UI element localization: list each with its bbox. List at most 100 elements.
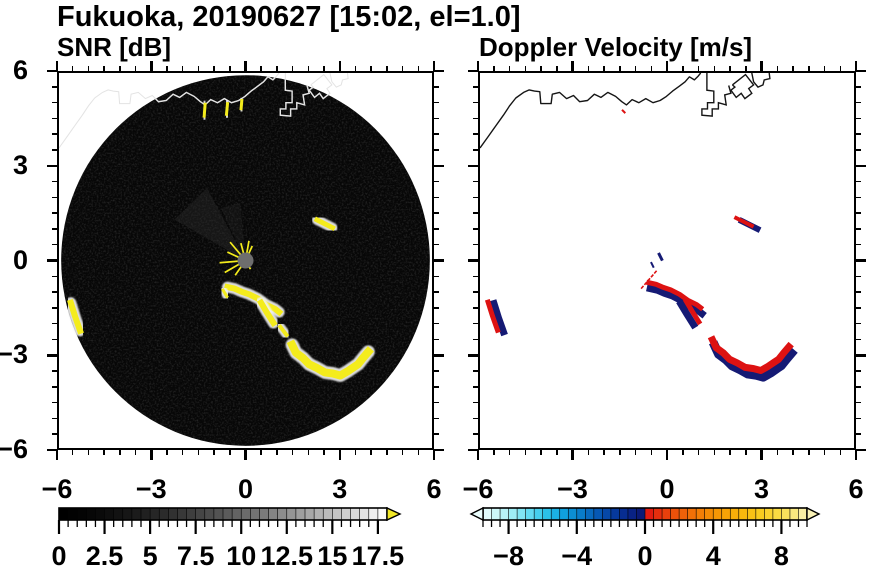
x-axis-tick-minor [181,450,184,455]
x-axis-tick-minor [166,450,168,455]
x-axis-tick-minor [197,450,200,455]
snr-colorbar-segment [286,508,297,520]
y-axis-tick-minor [52,86,57,88]
x-axis-tick-major [854,450,858,460]
y-axis-tick-minor [434,149,439,151]
x-axis-tick-minor [401,450,404,455]
x-axis-tick-minor [650,450,652,455]
y-axis-tick-major [47,259,57,262]
snr-colorbar-segment [159,508,169,520]
velocity-colorbar-segment [781,508,791,520]
y-axis-tick-minor [473,433,478,435]
x-axis-tick-minor [276,66,278,71]
x-axis-tick-minor [729,66,731,71]
snr-colorbar-segment [168,508,178,520]
x-axis-tick-minor [134,450,137,455]
velocity-colorbar-segment [764,508,774,520]
snr-colorbar-segment [186,508,196,520]
x-axis-tick-minor [493,66,495,71]
velocity-colorbar-segment [772,508,782,520]
velocity-colorbar-segment [585,508,595,520]
vel-echo-crescent-positive [707,335,794,374]
y-axis-tick-minor [52,101,57,104]
x-axis-tick-major [760,450,763,460]
y-axis-tick-minor [434,417,439,420]
x-axis-tick-major [476,450,480,460]
x-axis-tick-minor [166,66,168,71]
x-axis-tick-major [760,61,763,71]
x-axis-tick-major [338,61,341,71]
x-axis-tick-minor [619,66,621,71]
x-axis-tick-major [854,61,858,71]
x-axis-tick-major [476,61,480,71]
snr-colorbar-segment [195,508,206,520]
vel-speck-1 [657,252,664,262]
x-axis-tick-minor [119,66,121,71]
x-axis-tick-label: 6 [848,474,864,504]
y-axis-tick-minor [434,401,439,404]
x-axis-tick-minor [524,66,526,71]
snr-colorbar-segment [350,508,360,520]
y-axis-tick-minor [52,149,57,151]
x-axis-tick-minor [103,66,105,71]
y-axis-tick-minor [52,117,57,120]
x-axis-tick-minor [540,66,542,71]
y-axis-tick-label: 6 [12,55,28,85]
y-axis-tick-minor [434,228,439,230]
velocity-colorbar-segment [508,508,518,520]
x-axis-tick-major [55,61,59,71]
y-axis-tick-minor [52,338,57,341]
velocity-plot-area [478,71,856,450]
y-axis-tick-minor [52,243,57,246]
harbor-outline [729,73,755,100]
y-axis-tick-minor [434,307,439,309]
x-axis-tick-minor [307,450,310,455]
y-axis-tick-minor [473,180,478,183]
y-axis-tick-minor [434,275,439,278]
x-axis-tick-minor [229,66,231,71]
y-axis-tick-minor [473,370,478,372]
velocity-colorbar-segment [559,508,569,520]
y-axis-tick-minor [856,291,861,293]
x-axis-tick-minor [603,66,605,71]
y-axis-tick-minor [473,401,478,404]
y-axis-tick-minor [52,212,57,214]
y-axis-tick-minor [856,275,861,278]
y-axis-tick-major [468,69,478,73]
vel-echo-northeast-streak-positive [733,215,755,229]
y-axis-tick-minor [473,212,478,214]
snr-clutter-3 [277,323,290,338]
y-axis-tick-minor [434,117,439,120]
snr-clutter-1 [224,101,230,116]
x-axis-tick-minor [417,66,420,71]
velocity-colorbar-segment [687,508,697,520]
coastline [480,73,702,149]
x-axis-tick-minor [587,450,589,455]
x-axis-tick-major [244,450,247,460]
vel-speck-2 [639,270,658,291]
y-axis-tick-major [468,164,478,167]
x-axis-tick-major [571,450,574,460]
y-axis-tick-major [47,164,57,167]
x-axis-tick-minor [386,66,388,71]
snr-colorbar-segment [332,508,342,520]
y-axis-tick-minor [434,322,439,325]
x-axis-tick-minor [370,450,372,455]
x-axis-tick-minor [619,450,621,455]
y-axis-tick-minor [434,338,439,341]
velocity-colorbar-segment [670,508,680,520]
x-axis-tick-minor [260,450,262,455]
velocity-colorbar-segment [576,508,586,520]
x-axis-tick-minor [493,450,495,455]
y-axis-tick-minor [434,101,439,104]
x-axis-tick-major [55,450,59,460]
y-axis-tick-minor [52,307,57,309]
y-axis-tick-minor [473,133,478,135]
harbor-outline-faint [279,73,310,117]
y-axis-tick-minor [856,212,861,214]
x-axis-tick-minor [291,450,294,455]
snr-colorbar-segment [341,508,351,520]
vel-echo-chain-upper-negative [646,284,707,319]
x-axis-tick-label: 3 [332,474,348,504]
